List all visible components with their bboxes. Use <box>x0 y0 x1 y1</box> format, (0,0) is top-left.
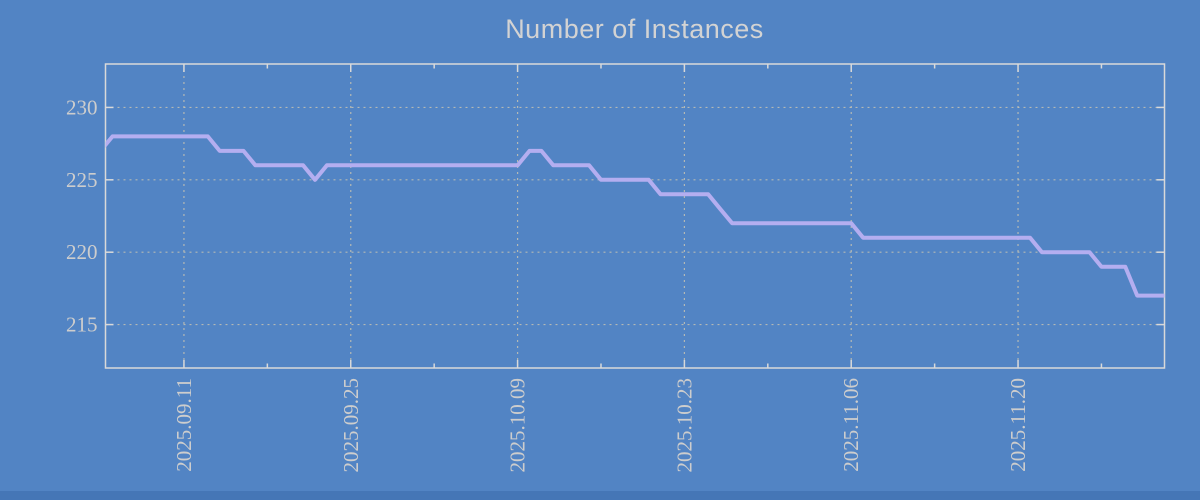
x-tick-label: 2025.10.09 <box>506 378 530 473</box>
x-tick-label: 2025.09.11 <box>172 378 196 472</box>
chart-title: Number of Instances <box>505 14 764 44</box>
x-tick-label: 2025.11.06 <box>839 378 863 472</box>
data-line-instances <box>105 134 1165 298</box>
y-tick-label: 230 <box>66 95 98 119</box>
x-tick-label: 2025.09.25 <box>339 378 363 473</box>
plot-border <box>104 63 1166 369</box>
x-tick-label: 2025.10.23 <box>672 378 696 473</box>
y-tick-label: 225 <box>66 168 98 192</box>
x-tick-label: 2025.11.20 <box>1006 378 1030 472</box>
y-tick-label: 220 <box>66 240 98 264</box>
y-tick-label: 215 <box>66 313 98 337</box>
window-bottom-strip <box>0 491 1200 500</box>
